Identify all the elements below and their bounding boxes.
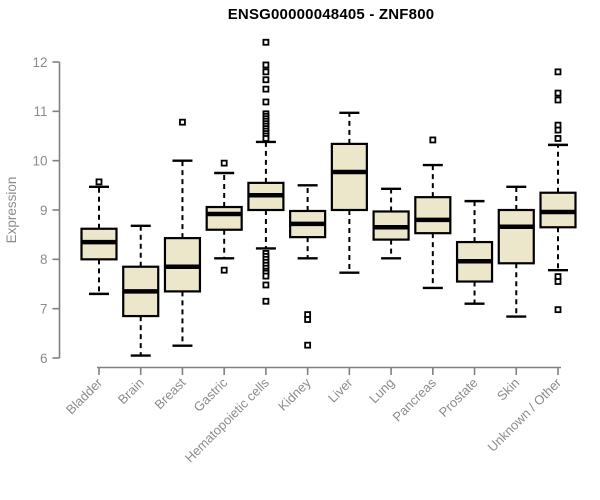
outlier-hematopoietic-cells — [262, 98, 270, 106]
outlier-unknown-other — [554, 126, 562, 134]
x-tick-label: Gastric — [191, 375, 231, 415]
outlier-hematopoietic-cells — [262, 281, 270, 289]
outlier-bladder — [95, 178, 103, 186]
y-axis-label: Expression — [4, 177, 19, 244]
box-skin — [497, 208, 535, 265]
outlier-kidney — [304, 341, 312, 349]
x-tick-label: Brain — [115, 375, 147, 407]
y-tick-label: 9 — [40, 203, 48, 218]
outlier-unknown-other — [554, 89, 562, 97]
outlier-hematopoietic-cells — [262, 68, 270, 76]
outlier-hematopoietic-cells — [262, 85, 270, 93]
x-tick-label: Pancreas — [389, 375, 439, 425]
x-tick-label: Prostate — [436, 375, 481, 420]
y-tick-label: 12 — [32, 55, 47, 70]
outlier-unknown-other — [554, 68, 562, 76]
outlier-hematopoietic-cells — [262, 135, 270, 142]
y-tick-label: 6 — [40, 351, 48, 366]
x-tick-label: Skin — [494, 375, 522, 403]
outlier-hematopoietic-cells — [262, 61, 270, 69]
outlier-kidney — [304, 316, 312, 323]
outlier-gastric — [220, 159, 228, 167]
outlier-hematopoietic-cells — [262, 272, 270, 280]
box-gastric — [205, 205, 243, 231]
x-tick-label: Bladder — [63, 375, 106, 418]
x-tick-label: Breast — [151, 375, 188, 412]
outlier-hematopoietic-cells — [262, 297, 270, 305]
x-tick-label: Liver — [325, 375, 356, 406]
outlier-gastric — [220, 266, 228, 274]
outlier-breast — [179, 118, 186, 126]
y-tick-label: 8 — [40, 252, 48, 267]
chart-title: ENSG00000048405 - ZNF800 — [227, 6, 435, 23]
box-pancreas — [414, 196, 452, 235]
outlier-unknown-other — [554, 278, 562, 285]
x-tick-label: Unknown / Other — [485, 375, 565, 455]
y-tick-label: 11 — [33, 104, 47, 119]
outlier-unknown-other — [554, 306, 562, 314]
outlier-hematopoietic-cells — [262, 76, 270, 84]
y-tick-label: 7 — [40, 301, 48, 316]
box-liver — [330, 142, 368, 212]
x-tick-label: Kidney — [275, 375, 314, 414]
y-tick-label: 10 — [32, 153, 47, 168]
outlier-hematopoietic-cells — [262, 38, 270, 46]
outlier-pancreas — [429, 136, 437, 144]
outlier-unknown-other — [554, 135, 562, 142]
x-tick-label: Lung — [366, 375, 397, 406]
outlier-unknown-other — [554, 96, 562, 104]
